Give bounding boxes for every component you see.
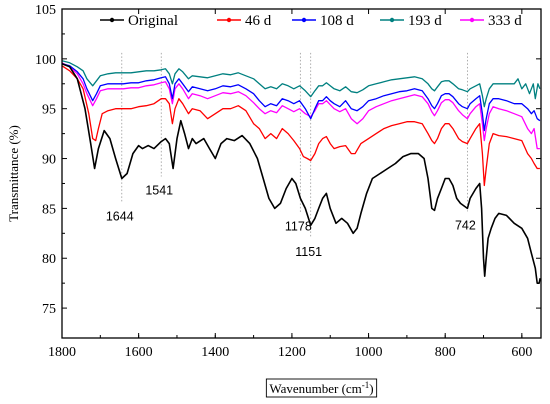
legend-label: 333 d (488, 13, 522, 29)
series-line-108-d (61, 63, 541, 132)
annotation-label-1644: 1644 (106, 209, 134, 223)
x-axis-title: Wavenumber (cm-1) (265, 378, 378, 398)
annotation-guides (121, 52, 468, 239)
x-tick-label: 1600 (125, 345, 153, 360)
series-line-333-d (61, 62, 540, 150)
series-line-193-d (61, 60, 541, 108)
x-tick-label: 1000 (355, 345, 383, 360)
x-axis-title-box (265, 378, 378, 398)
legend-marker (469, 17, 475, 23)
legend-marker (389, 17, 395, 23)
y-tick-label: 90 (42, 153, 56, 168)
legend-marker (109, 17, 115, 23)
peak-annotations: 1644 1541 1178 1151 742 (106, 183, 476, 259)
legend-label: Original (128, 13, 178, 29)
y-axis-title: Transmittance (%) (6, 125, 21, 222)
y-tick-label: 80 (42, 252, 56, 267)
legend-label: 46 d (245, 13, 272, 29)
legend-label: 193 d (408, 13, 442, 29)
annotation-label-1541: 1541 (145, 183, 173, 197)
axes: 1800 1600 1400 1200 1000 800 600 75 80 85 90 95 100 1… (35, 3, 541, 360)
x-axis-title-main: Wavenumber (cm (269, 381, 361, 396)
legend-marker (226, 17, 232, 23)
legend: Original 46 d 108 d 193 d 333 d (100, 13, 522, 29)
annotation-label-1151: 1151 (295, 245, 322, 259)
y-tick-label: 95 (42, 103, 56, 118)
plot-frame (61, 8, 542, 339)
x-tick-label: 1200 (278, 345, 306, 360)
x-axis-title-end: ) (369, 381, 373, 396)
series-line-46-d (61, 65, 540, 187)
legend-marker (301, 17, 307, 23)
series-lines (61, 60, 541, 285)
x-tick-label: 1400 (201, 345, 229, 360)
x-axis-title-text: Wavenumber (cm-1) (269, 380, 373, 396)
x-tick-label: 600 (511, 345, 532, 360)
annotation-label-742: 742 (455, 218, 476, 232)
legend-label: 108 d (320, 13, 354, 29)
y-tick-label: 100 (35, 53, 56, 68)
x-axis-title-superscript: -1 (362, 380, 370, 390)
annotation-label-1178: 1178 (285, 219, 312, 233)
y-tick-label: 75 (42, 302, 56, 317)
x-tick-label: 800 (435, 345, 456, 360)
y-tick-label: 85 (42, 202, 56, 217)
series-line-original (61, 63, 541, 285)
y-tick-label: 105 (35, 3, 56, 18)
x-tick-label: 1800 (48, 345, 76, 360)
